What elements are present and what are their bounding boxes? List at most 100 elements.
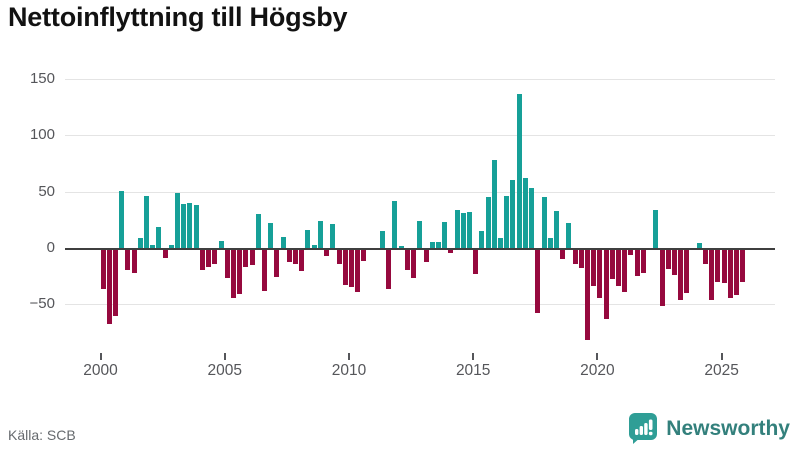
bar-2022Q2[interactable] (653, 209, 659, 248)
bar-2012Q1[interactable] (398, 245, 404, 248)
bar-2000Q1[interactable] (100, 250, 106, 290)
bar-2001Q4[interactable] (143, 196, 149, 248)
bar-2014Q2[interactable] (454, 209, 460, 248)
bar-2019Q2[interactable] (578, 250, 584, 269)
bar-2001Q2[interactable] (131, 250, 137, 273)
bar-2011Q3[interactable] (386, 250, 392, 290)
bar-2000Q4[interactable] (119, 190, 125, 248)
bar-2008Q1[interactable] (299, 250, 305, 272)
bar-2010Q2[interactable] (355, 250, 361, 292)
bar-2000Q3[interactable] (112, 250, 118, 317)
bar-2024Q2[interactable] (703, 250, 709, 264)
bar-2014Q3[interactable] (460, 213, 466, 248)
bar-2005Q1[interactable] (224, 250, 230, 279)
bar-2014Q1[interactable] (448, 250, 454, 254)
bar-2003Q2[interactable] (181, 204, 187, 248)
bar-2001Q3[interactable] (137, 237, 143, 248)
bar-2004Q2[interactable] (206, 250, 212, 267)
bar-2023Q1[interactable] (671, 250, 677, 275)
bar-2007Q1[interactable] (274, 250, 280, 278)
bar-2006Q4[interactable] (268, 223, 274, 248)
bar-2025Q4[interactable] (740, 250, 746, 282)
bar-2024Q4[interactable] (715, 250, 721, 282)
bar-2008Q3[interactable] (311, 244, 317, 248)
bar-2004Q4[interactable] (218, 241, 224, 248)
bar-2014Q4[interactable] (466, 211, 472, 248)
bar-2004Q1[interactable] (199, 250, 205, 271)
bar-2020Q4[interactable] (616, 250, 622, 287)
bar-2018Q3[interactable] (560, 250, 566, 260)
bar-2019Q1[interactable] (572, 250, 578, 264)
bar-2023Q2[interactable] (678, 250, 684, 300)
bar-2004Q3[interactable] (212, 250, 218, 264)
bar-2008Q4[interactable] (317, 220, 323, 248)
bar-2000Q2[interactable] (106, 250, 112, 325)
bar-2015Q4[interactable] (491, 160, 497, 248)
bar-2021Q4[interactable] (640, 250, 646, 273)
bar-2015Q1[interactable] (473, 250, 479, 274)
bar-2013Q4[interactable] (442, 222, 448, 248)
bar-2020Q1[interactable] (597, 250, 603, 299)
bar-2024Q3[interactable] (709, 250, 715, 300)
bar-2009Q4[interactable] (342, 250, 348, 285)
bar-2016Q4[interactable] (516, 93, 522, 248)
bar-2007Q4[interactable] (293, 250, 299, 264)
bar-2011Q2[interactable] (380, 231, 386, 248)
bar-2002Q4[interactable] (168, 244, 174, 248)
bar-2013Q3[interactable] (435, 242, 441, 248)
bar-2005Q3[interactable] (237, 250, 243, 294)
bar-2008Q2[interactable] (305, 229, 311, 248)
bar-2002Q2[interactable] (156, 226, 162, 248)
bar-2020Q3[interactable] (609, 250, 615, 280)
bar-2005Q2[interactable] (230, 250, 236, 299)
bar-2025Q3[interactable] (734, 250, 740, 296)
bar-2017Q3[interactable] (535, 250, 541, 314)
bar-2003Q3[interactable] (187, 202, 193, 248)
bar-2015Q2[interactable] (479, 231, 485, 248)
bar-2010Q1[interactable] (348, 250, 354, 288)
bar-2013Q1[interactable] (423, 250, 429, 263)
bar-2017Q2[interactable] (529, 188, 535, 248)
bar-2006Q2[interactable] (255, 214, 261, 248)
bar-2002Q1[interactable] (150, 244, 156, 248)
bar-2009Q2[interactable] (330, 224, 336, 248)
bar-2017Q4[interactable] (541, 197, 547, 248)
bar-2002Q3[interactable] (162, 250, 168, 258)
bar-2018Q4[interactable] (566, 223, 572, 248)
bar-2012Q2[interactable] (404, 250, 410, 271)
bar-2022Q3[interactable] (659, 250, 665, 307)
bar-2010Q3[interactable] (361, 250, 367, 262)
bar-2015Q3[interactable] (485, 197, 491, 248)
bar-2012Q4[interactable] (417, 220, 423, 248)
bar-2025Q2[interactable] (727, 250, 733, 299)
bar-2006Q1[interactable] (249, 250, 255, 265)
bar-2024Q1[interactable] (696, 243, 702, 248)
bar-2018Q1[interactable] (547, 237, 553, 248)
bar-2016Q2[interactable] (504, 196, 510, 248)
bar-2019Q4[interactable] (591, 250, 597, 287)
bar-2022Q4[interactable] (665, 250, 671, 270)
bar-2017Q1[interactable] (522, 178, 528, 248)
bar-2009Q1[interactable] (324, 250, 330, 256)
bar-2012Q3[interactable] (411, 250, 417, 279)
bar-2003Q4[interactable] (193, 205, 199, 248)
newsworthy-logo[interactable]: Newsworthy (628, 412, 790, 445)
bar-2023Q3[interactable] (684, 250, 690, 293)
bar-2016Q3[interactable] (510, 180, 516, 248)
bar-2025Q1[interactable] (721, 250, 727, 283)
bar-2013Q2[interactable] (429, 242, 435, 248)
bar-2020Q2[interactable] (603, 250, 609, 319)
bar-2003Q1[interactable] (175, 192, 181, 248)
bar-2006Q3[interactable] (262, 250, 267, 291)
bar-2021Q3[interactable] (634, 250, 640, 276)
bar-2016Q1[interactable] (498, 237, 504, 248)
bar-2005Q4[interactable] (243, 250, 249, 267)
bar-2007Q2[interactable] (280, 236, 286, 248)
bar-2019Q3[interactable] (585, 250, 590, 341)
bar-2011Q4[interactable] (392, 200, 398, 248)
bar-2021Q1[interactable] (622, 250, 628, 292)
bar-2001Q1[interactable] (125, 250, 131, 271)
bar-2018Q2[interactable] (553, 210, 559, 248)
bar-2009Q3[interactable] (336, 250, 342, 264)
bar-2007Q3[interactable] (286, 250, 292, 263)
